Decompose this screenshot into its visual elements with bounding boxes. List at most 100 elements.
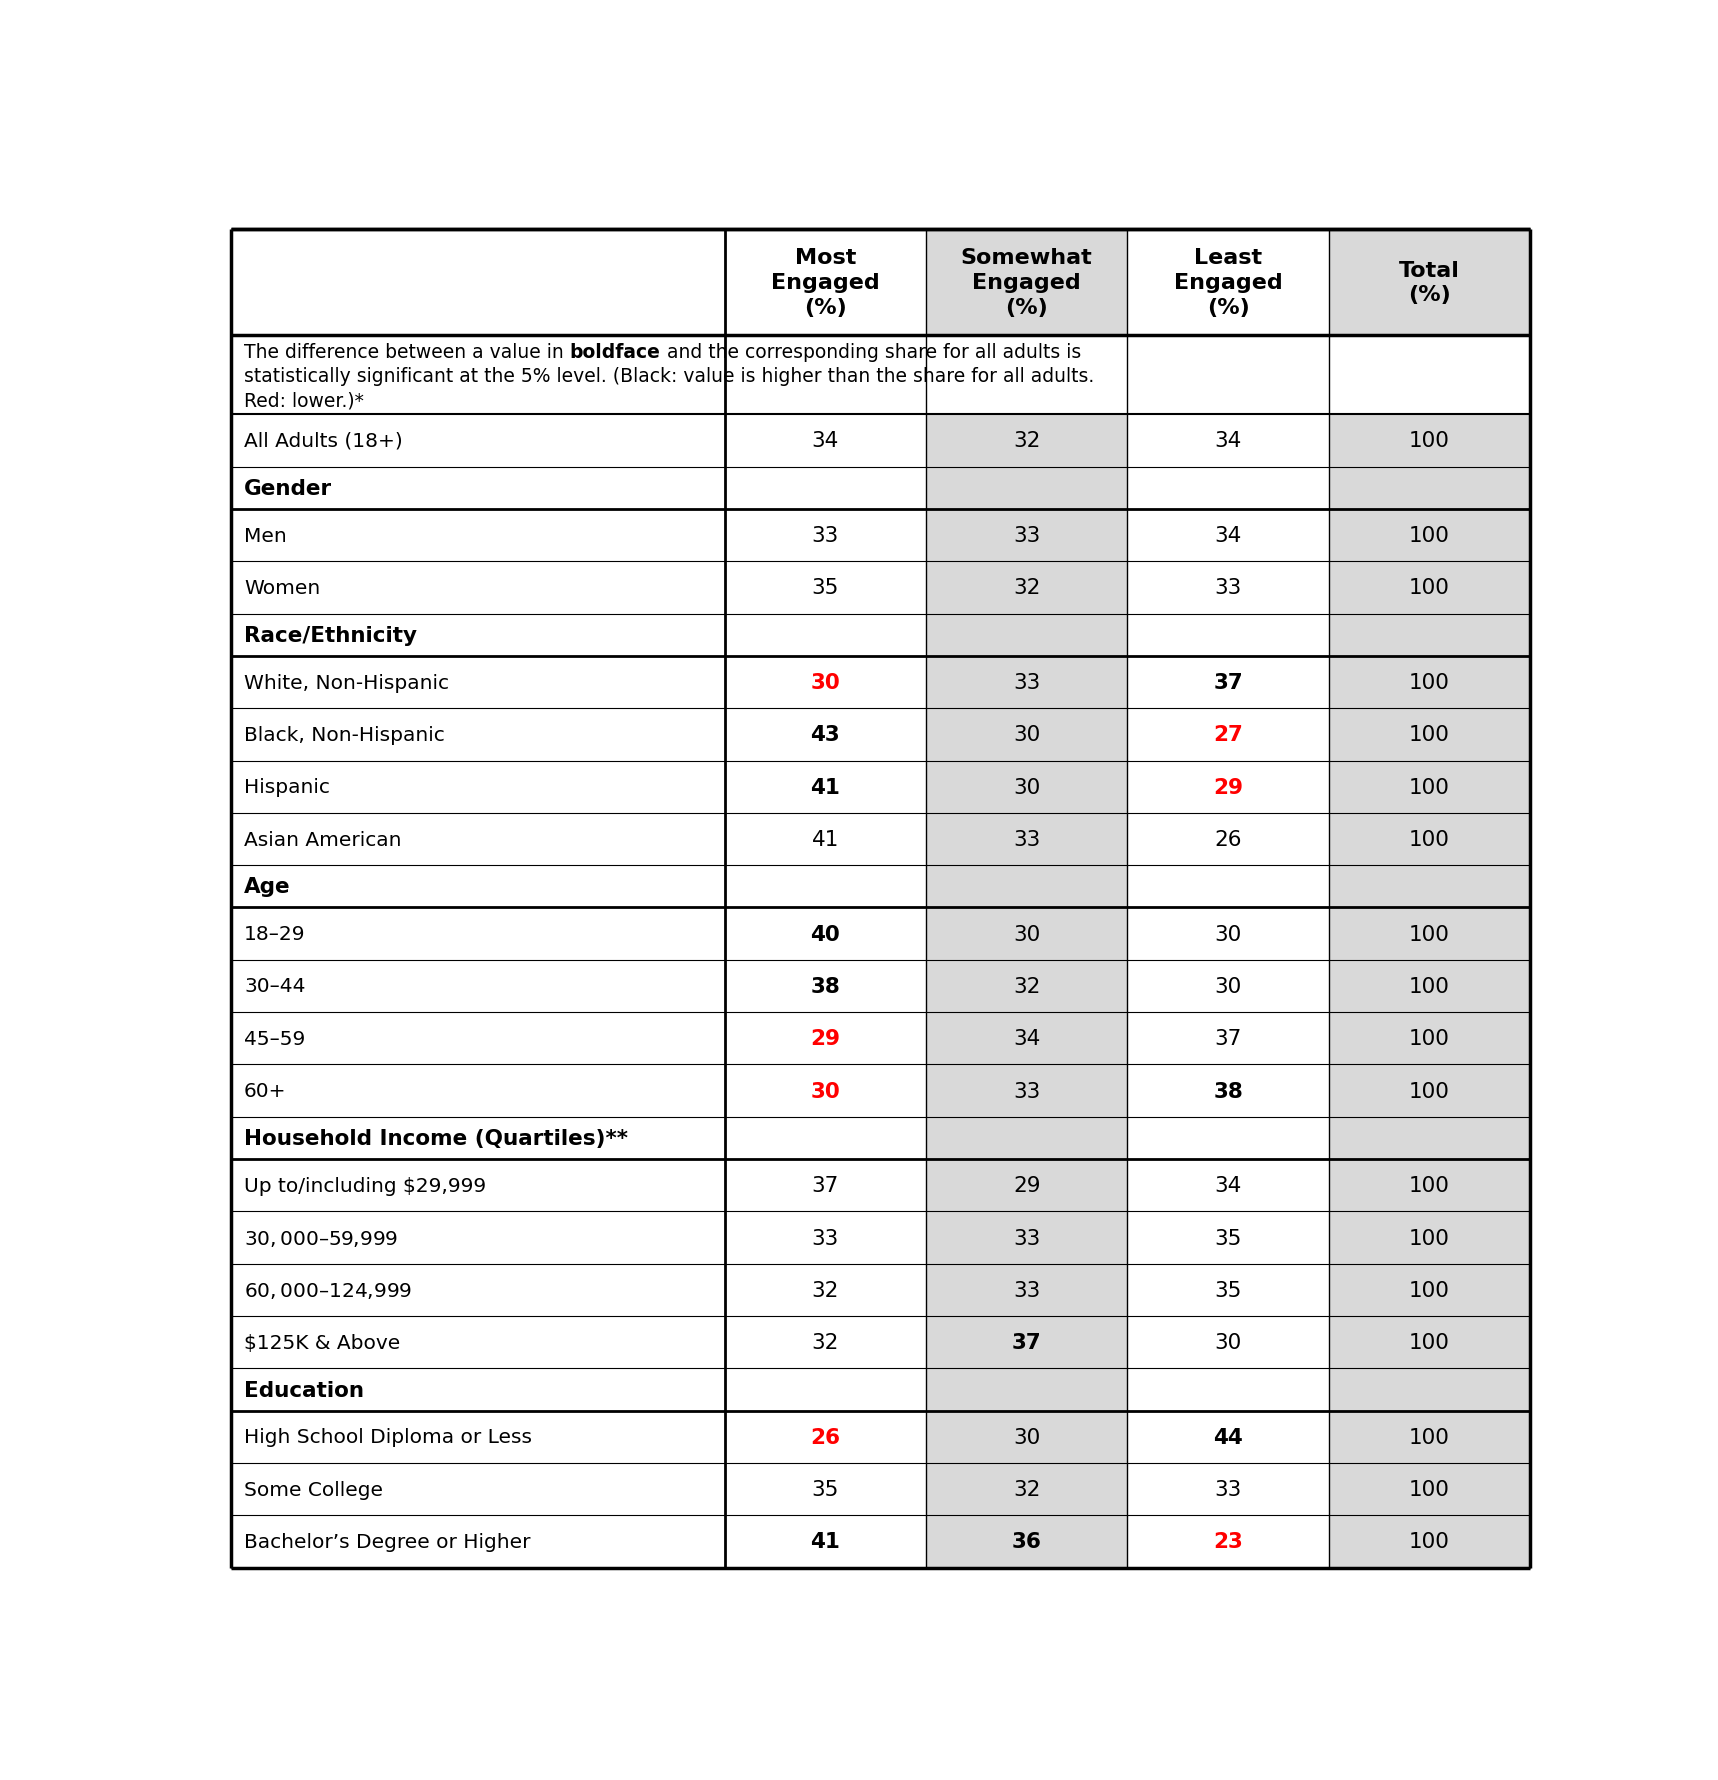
Text: 100: 100 — [1409, 924, 1450, 943]
Bar — [1328, 1212, 1531, 1264]
Bar — [1328, 562, 1531, 614]
Bar — [230, 336, 1531, 415]
Text: 38: 38 — [1213, 1080, 1244, 1102]
Text: 100: 100 — [1409, 1080, 1450, 1102]
Bar — [1328, 959, 1531, 1013]
Text: 36: 36 — [1012, 1531, 1041, 1552]
Text: White, Non-Hispanic: White, Non-Hispanic — [244, 673, 448, 692]
Text: 100: 100 — [1409, 1175, 1450, 1196]
Bar — [926, 1013, 1127, 1064]
Text: 37: 37 — [1012, 1333, 1041, 1353]
Text: 40: 40 — [811, 924, 840, 943]
Text: 34: 34 — [1014, 1029, 1041, 1048]
Bar — [230, 230, 725, 336]
Bar — [1127, 1463, 1328, 1515]
Text: Age: Age — [244, 878, 290, 897]
Bar — [725, 908, 926, 959]
Bar — [926, 1159, 1127, 1212]
Text: Some College: Some College — [244, 1479, 383, 1499]
Text: 33: 33 — [1014, 673, 1041, 692]
Text: 100: 100 — [1409, 1029, 1450, 1048]
Text: 100: 100 — [1409, 673, 1450, 692]
Bar — [725, 1315, 926, 1369]
Bar — [1328, 1315, 1531, 1369]
Bar — [1127, 509, 1328, 562]
Text: 38: 38 — [811, 977, 840, 997]
Bar — [725, 762, 926, 813]
Text: 30: 30 — [1014, 724, 1041, 746]
Text: 30–44: 30–44 — [244, 977, 306, 995]
Text: 60+: 60+ — [244, 1082, 287, 1100]
Text: Race/Ethnicity: Race/Ethnicity — [244, 625, 417, 646]
Bar — [1328, 1463, 1531, 1515]
Bar — [1127, 1515, 1328, 1568]
Bar — [1127, 959, 1328, 1013]
Text: 43: 43 — [811, 724, 840, 746]
Bar — [1127, 708, 1328, 762]
Bar — [725, 813, 926, 865]
Text: 33: 33 — [1215, 1479, 1242, 1499]
Text: 32: 32 — [1014, 1479, 1041, 1499]
Text: 29: 29 — [1213, 778, 1244, 797]
Bar — [1328, 1412, 1531, 1463]
Text: 100: 100 — [1409, 1479, 1450, 1499]
Bar — [1328, 1369, 1531, 1412]
Bar — [926, 865, 1127, 908]
Bar — [926, 614, 1127, 657]
Bar — [1127, 1315, 1328, 1369]
Bar — [230, 1369, 1531, 1412]
Bar — [230, 708, 725, 762]
Bar — [1127, 1013, 1328, 1064]
Text: 100: 100 — [1409, 525, 1450, 546]
Text: 30: 30 — [1014, 924, 1041, 943]
Bar — [1127, 562, 1328, 614]
Bar — [1127, 230, 1328, 336]
Bar — [725, 1412, 926, 1463]
Bar — [926, 509, 1127, 562]
Text: 18–29: 18–29 — [244, 924, 306, 943]
Text: Least
Engaged
(%): Least Engaged (%) — [1173, 247, 1282, 317]
Bar — [230, 908, 725, 959]
Bar — [230, 1463, 725, 1515]
Text: 45–59: 45–59 — [244, 1029, 306, 1048]
Bar — [230, 1064, 725, 1118]
Text: 100: 100 — [1409, 1531, 1450, 1552]
Text: Household Income (Quartiles)**: Household Income (Quartiles)** — [244, 1129, 629, 1148]
Text: Men: Men — [244, 527, 287, 545]
Bar — [230, 1315, 725, 1369]
Text: 30: 30 — [1215, 977, 1242, 997]
Text: Gender: Gender — [244, 479, 332, 498]
Text: 41: 41 — [811, 829, 838, 849]
Text: 100: 100 — [1409, 778, 1450, 797]
Bar — [1328, 865, 1531, 908]
Text: 27: 27 — [1213, 724, 1244, 746]
Text: Women: Women — [244, 578, 320, 598]
Text: 100: 100 — [1409, 1228, 1450, 1248]
Text: 30: 30 — [1014, 778, 1041, 797]
Bar — [1328, 708, 1531, 762]
Bar — [926, 908, 1127, 959]
Bar — [230, 959, 725, 1013]
Text: Hispanic: Hispanic — [244, 778, 330, 797]
Bar — [230, 1013, 725, 1064]
Bar — [926, 1118, 1127, 1159]
Text: $60,000–$124,999: $60,000–$124,999 — [244, 1280, 412, 1299]
Text: 100: 100 — [1409, 829, 1450, 849]
Bar — [1328, 1264, 1531, 1315]
Text: and the corresponding share for all adults is: and the corresponding share for all adul… — [661, 342, 1081, 361]
Bar — [1127, 415, 1328, 468]
Bar — [1127, 813, 1328, 865]
Bar — [1328, 509, 1531, 562]
Bar — [230, 1212, 725, 1264]
Bar — [926, 1515, 1127, 1568]
Text: Most
Engaged
(%): Most Engaged (%) — [771, 247, 880, 317]
Text: All Adults (18+): All Adults (18+) — [244, 433, 402, 450]
Text: 23: 23 — [1213, 1531, 1244, 1552]
Bar — [926, 813, 1127, 865]
Text: 33: 33 — [1215, 578, 1242, 598]
Text: 30: 30 — [1215, 924, 1242, 943]
Text: 32: 32 — [1014, 578, 1041, 598]
Bar — [926, 468, 1127, 509]
Text: 100: 100 — [1409, 1428, 1450, 1447]
Bar — [1328, 468, 1531, 509]
